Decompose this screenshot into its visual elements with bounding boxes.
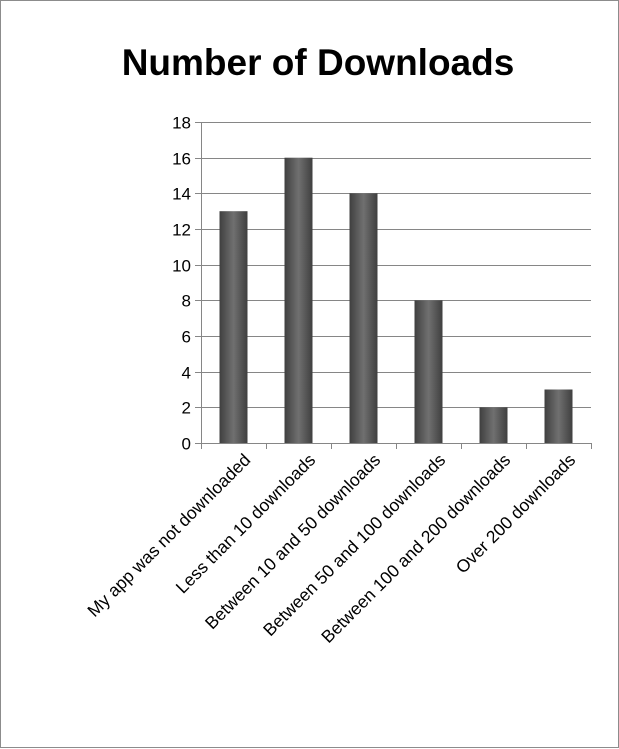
y-tick-label: 0	[182, 435, 191, 454]
y-tick-label: 12	[172, 221, 191, 240]
bar	[219, 211, 248, 443]
chart-title: Number of Downloads	[122, 42, 515, 83]
y-tick-label: 16	[172, 150, 191, 169]
bars	[219, 157, 573, 443]
y-tick-label: 6	[182, 328, 191, 347]
bar	[284, 157, 313, 443]
bar	[479, 407, 508, 443]
axes	[201, 122, 592, 449]
y-tick-label: 14	[172, 185, 191, 204]
y-tick-label: 18	[172, 114, 191, 133]
bar	[349, 193, 378, 443]
y-tick-label: 2	[182, 399, 191, 418]
y-axis-ticks: 0 2 4 6 8 10 12 14 16 18	[172, 114, 201, 454]
y-tick-label: 4	[182, 364, 191, 383]
x-category-label: Over 200 downloads	[452, 450, 580, 578]
gridlines	[201, 122, 591, 408]
y-tick-label: 8	[182, 292, 191, 311]
bar	[544, 389, 573, 443]
bar	[414, 300, 443, 443]
y-tick-label: 10	[172, 257, 191, 276]
